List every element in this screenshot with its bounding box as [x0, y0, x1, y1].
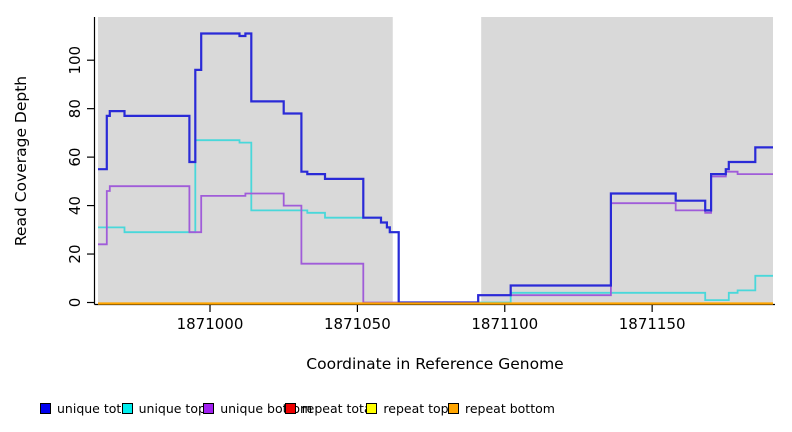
legend-item-unique-total: unique total: [40, 401, 132, 416]
axes-layer: 0 20 40 60 80 100 1871000 1871050 1871100 1871150: [66, 17, 775, 333]
y-tick-label: 80: [66, 99, 84, 118]
legend-label: repeat bottom: [465, 401, 555, 416]
legend-item-unique-top: unique top: [121, 401, 206, 416]
legend-swatch-repeat-total: [284, 403, 296, 414]
covered-region: [98, 17, 393, 304]
legend-swatch-unique-bottom: [203, 403, 215, 414]
legend-item-repeat-top: repeat top: [366, 401, 449, 416]
y-axis-title: Read Coverage Depth: [12, 76, 30, 246]
y-tick-label: 20: [66, 244, 84, 263]
x-tick-label: 1871100: [471, 315, 538, 333]
legend-label: repeat total: [301, 401, 376, 416]
series-line-unique-total: [98, 32, 773, 304]
y-tick-label: 0: [66, 298, 84, 308]
legend-item-repeat-total: repeat total: [284, 401, 376, 416]
legend-swatch-repeat-bottom: [448, 403, 459, 414]
covered-regions-layer: [98, 17, 773, 304]
y-tick-label: 40: [66, 196, 84, 215]
legend-swatch-unique-total: [40, 403, 51, 414]
legend-item-repeat-bottom: repeat bottom: [448, 401, 555, 416]
legend-label: unique top: [138, 401, 206, 416]
legend-swatch-unique-top: [121, 403, 133, 414]
legend-label: unique total: [57, 401, 133, 416]
x-axis-title: Coordinate in Reference Genome: [306, 355, 563, 373]
x-tick-label: 1871000: [177, 315, 244, 333]
legend-label: repeat top: [383, 401, 449, 416]
y-tick-label: 60: [66, 148, 84, 167]
series-layer: [98, 32, 773, 305]
covered-region: [481, 17, 773, 304]
x-tick-label: 1871150: [619, 315, 686, 333]
x-tick-label: 1871050: [324, 315, 391, 333]
legend-swatch-repeat-top: [366, 403, 378, 414]
y-tick-label: 100: [66, 46, 84, 75]
